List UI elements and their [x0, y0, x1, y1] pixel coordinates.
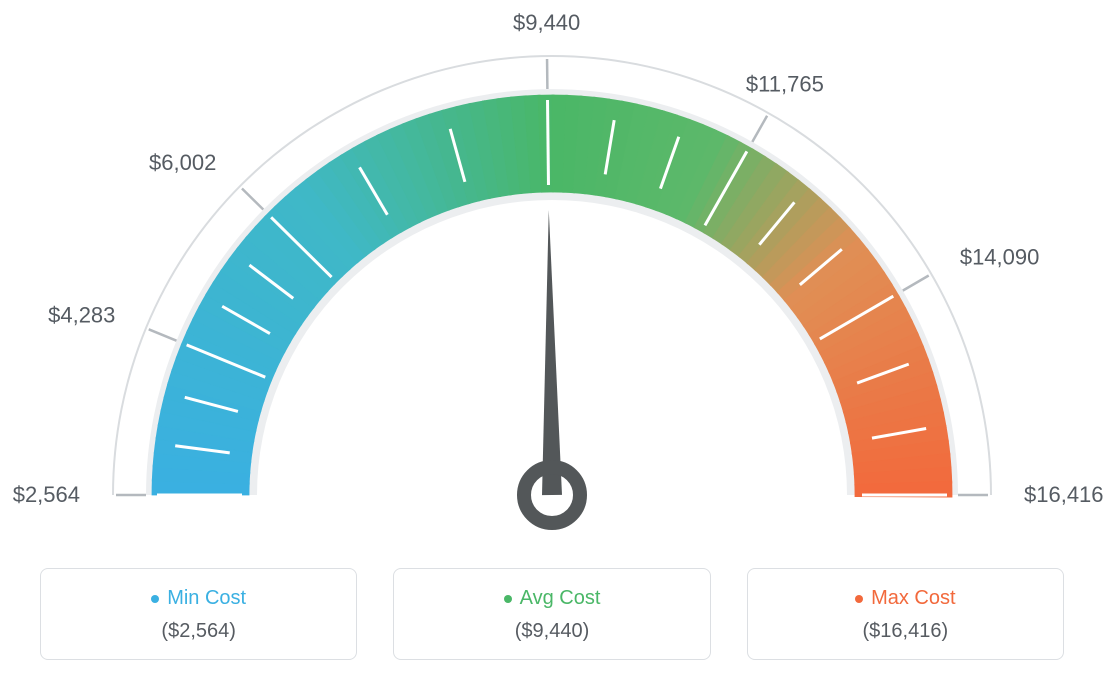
summary-cards: Min Cost ($2,564) Avg Cost ($9,440) Max …	[40, 568, 1064, 660]
gauge-chart: $2,564 $4,283 $6,002 $9,440 $11,765 $14,090 $1…	[0, 0, 1104, 560]
avg-cost-title: Avg Cost	[504, 587, 601, 610]
max-cost-title: Max Cost	[855, 587, 955, 610]
min-cost-label: Min Cost	[167, 587, 246, 610]
max-cost-card: Max Cost ($16,416)	[747, 568, 1064, 660]
min-cost-title: Min Cost	[151, 587, 246, 610]
avg-cost-value: ($9,440)	[404, 620, 699, 643]
avg-cost-card: Avg Cost ($9,440)	[393, 568, 710, 660]
svg-text:$14,090: $14,090	[960, 244, 1040, 269]
max-dot-icon	[855, 595, 863, 603]
gauge-svg: $2,564 $4,283 $6,002 $9,440 $11,765 $14,090 $1…	[0, 0, 1104, 560]
min-cost-value: ($2,564)	[51, 620, 346, 643]
max-cost-label: Max Cost	[871, 587, 955, 610]
svg-text:$9,440: $9,440	[513, 10, 580, 35]
max-cost-value: ($16,416)	[758, 620, 1053, 643]
svg-text:$4,283: $4,283	[48, 303, 115, 328]
avg-dot-icon	[504, 595, 512, 603]
svg-text:$11,765: $11,765	[746, 71, 824, 96]
svg-text:$6,002: $6,002	[149, 150, 216, 175]
min-cost-card: Min Cost ($2,564)	[40, 568, 357, 660]
svg-text:$16,416: $16,416	[1024, 482, 1104, 507]
avg-cost-label: Avg Cost	[520, 587, 601, 610]
svg-text:$2,564: $2,564	[13, 482, 80, 507]
min-dot-icon	[151, 595, 159, 603]
